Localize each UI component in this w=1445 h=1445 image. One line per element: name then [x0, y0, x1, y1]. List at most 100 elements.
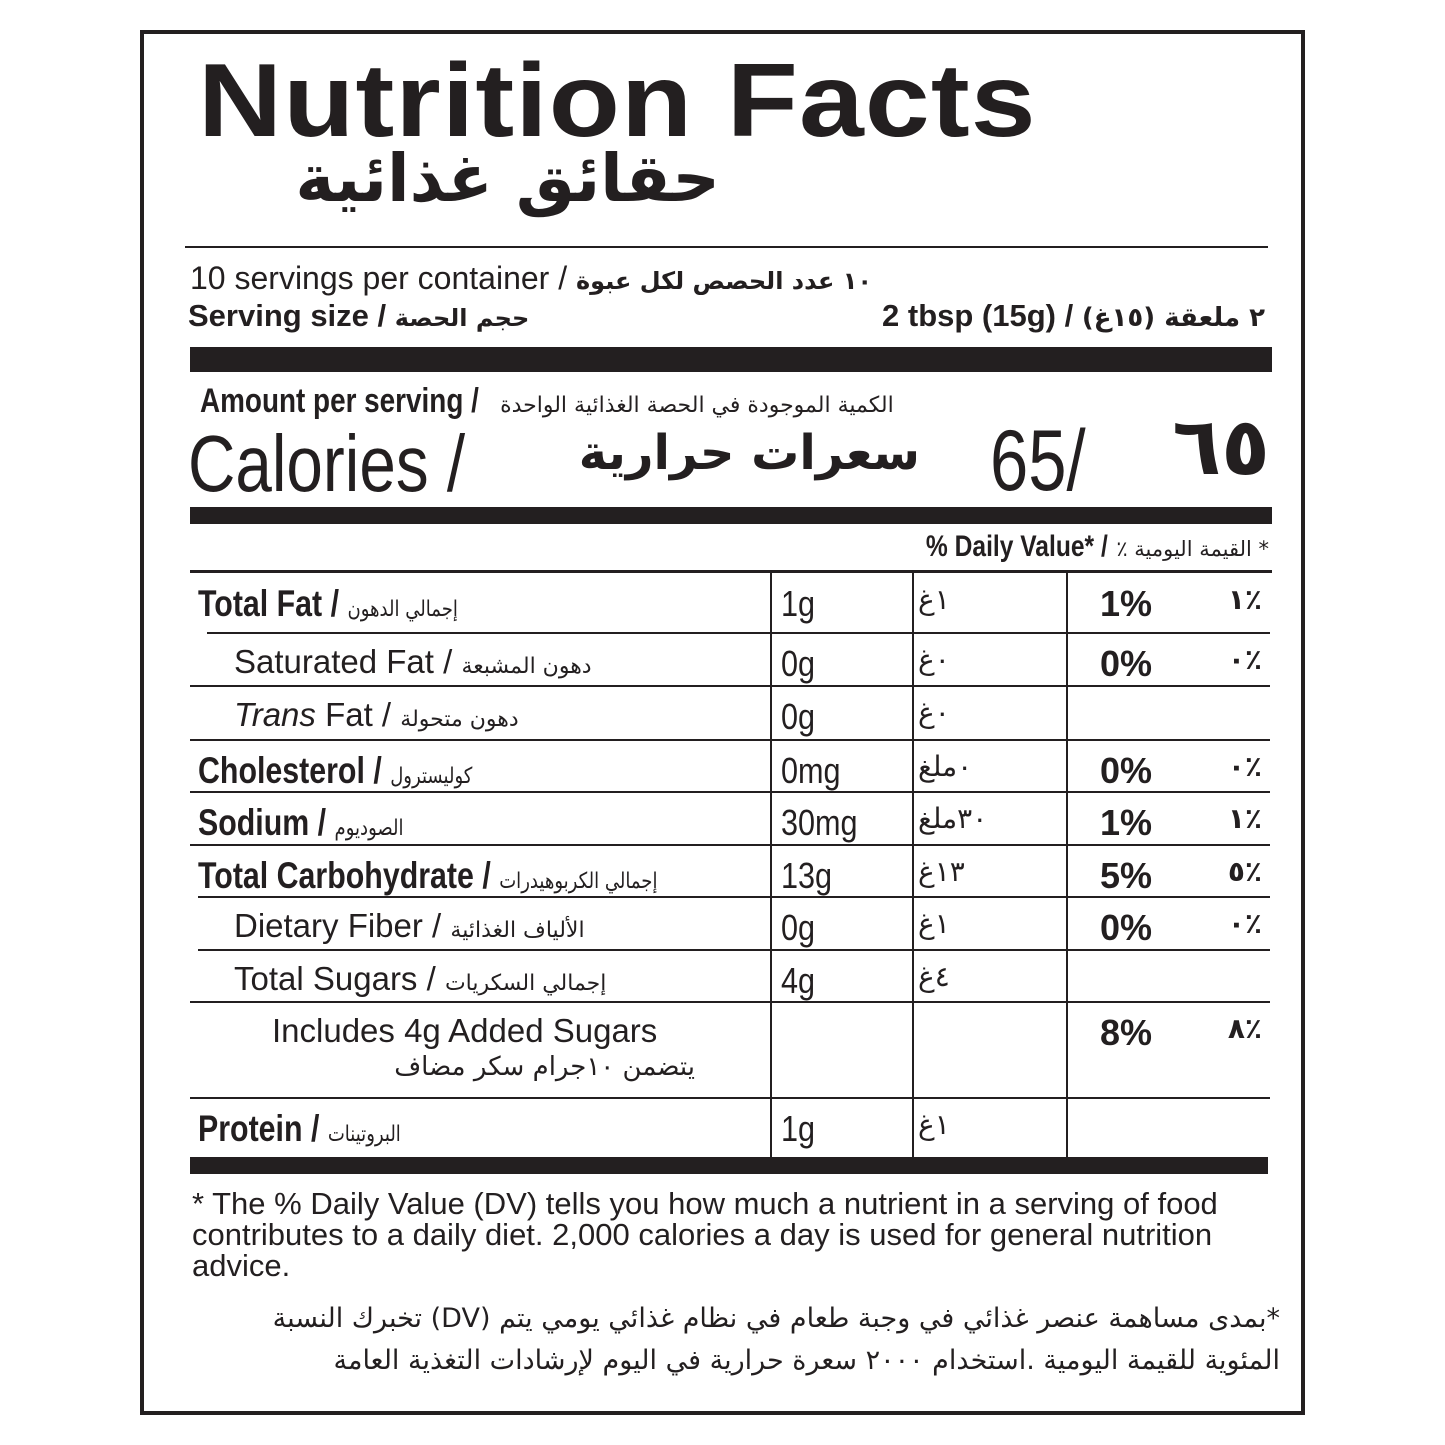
nutrient-name-en: Dietary Fiber — [234, 907, 423, 944]
separator: / — [422, 907, 451, 944]
separator: / — [364, 750, 391, 791]
nutrient-name-en: Total Carbohydrate — [198, 855, 474, 896]
nutrient-name-ar: إجمالي الدهون — [347, 597, 458, 622]
calories-value: 65/ — [990, 413, 1086, 509]
nutrient-name-en: Trans Fat — [234, 696, 373, 733]
nutrient-name: Saturated Fat / دهون المشبعة — [234, 643, 592, 681]
label-title-arabic: حقائق غذائية — [295, 140, 720, 217]
amount-en: 30mg — [781, 802, 858, 843]
amount-en: 0g — [781, 643, 816, 684]
divider — [185, 246, 1268, 248]
servings-per-container: 10 servings per container / ١٠ عدد الحصص… — [190, 260, 872, 297]
nutrient-name-ar: الصوديوم — [334, 816, 404, 841]
amount-ar: ١غ — [918, 907, 950, 940]
footnote-english: * The % Daily Value (DV) tells you how m… — [192, 1186, 1218, 1283]
amount-per-serving-ar: الكمية الموجودة في الحصة الغذائية الواحد… — [500, 393, 894, 418]
footnote-arabic: *بمدى مساهمة عنصر غذائي في وجبة طعام في … — [272, 1303, 1280, 1376]
daily-value-en: 0% — [1100, 907, 1153, 948]
separator: / — [309, 802, 335, 843]
nutrient-name: Total Carbohydrate / إجمالي الكربوهيدرات — [198, 855, 657, 897]
nutrient-name: Includes 4g Added Sugars — [272, 1012, 657, 1050]
serving-size-label: Serving size / حجم الحصة — [188, 298, 529, 334]
nutrient-name-ar: الألياف الغذائية — [450, 918, 585, 943]
nutrient-name: Total Fat / إجمالي الدهون — [198, 583, 458, 625]
daily-value-en: 1% — [1100, 583, 1153, 624]
row-divider — [190, 685, 1270, 687]
amount-en: 1g — [781, 583, 816, 624]
amount-ar: ١٣غ — [918, 855, 965, 888]
nutrient-name: Sodium / الصوديوم — [198, 802, 404, 844]
bottom-bar — [190, 1157, 1268, 1174]
nutrient-name-en: Sodium — [198, 802, 310, 843]
servings-ar: ١٠ عدد الحصص لكل عبوة — [575, 267, 872, 295]
amount-ar: ١غ — [918, 1108, 950, 1141]
daily-value-ar: ٪١ — [1227, 583, 1262, 616]
label-title: Nutrition Facts — [198, 43, 1037, 159]
amount-ar: ٣٠ملغ — [918, 802, 988, 835]
amount-en: 4g — [781, 960, 816, 1001]
amount-en: 13g — [781, 855, 833, 896]
nutrient-name: Trans Fat / دهون متحولة — [234, 696, 519, 734]
amount-ar: ٠ملغ — [918, 750, 973, 783]
servings-en: 10 servings per container — [190, 260, 550, 296]
nutrition-label-frame — [140, 30, 1305, 1415]
amount-en: 0g — [781, 696, 816, 737]
nutrient-name: Protein / البروتينات — [198, 1108, 401, 1150]
daily-value-ar: ٪٠ — [1227, 907, 1262, 940]
column-divider — [1066, 573, 1068, 1157]
nutrient-name-ar: دهون المشبعة — [461, 654, 592, 679]
nutrient-name-ar: البروتينات — [327, 1122, 401, 1147]
serving-size-value-en: 2 tbsp (15g) — [882, 298, 1056, 333]
daily-value-ar: ٪٠ — [1227, 750, 1262, 783]
separator: / — [322, 583, 348, 624]
nutrient-name: Total Sugars / إجمالي السكريات — [234, 960, 606, 998]
serving-size-value: 2 tbsp (15g) / ٢ ملعقة (١٥غ) — [882, 298, 1265, 334]
separator: / — [302, 1108, 328, 1149]
column-divider — [912, 573, 914, 1157]
daily-value-ar: ٪٠ — [1227, 643, 1262, 676]
amount-per-serving: Amount per serving / الكمية الموجودة في ا… — [200, 382, 894, 421]
column-divider — [770, 573, 772, 1157]
daily-value-ar: ٪٨ — [1227, 1012, 1262, 1045]
daily-value-ar: ٪١ — [1227, 802, 1262, 835]
calories-value-arabic: ٦٥ — [1172, 400, 1270, 493]
row-divider — [207, 632, 1270, 634]
daily-value-header-ar: ٪ القيمة اليومية * — [1116, 537, 1269, 561]
nutrient-name-ar: كوليسترول — [390, 764, 473, 789]
row-divider — [190, 844, 1270, 846]
nutrient-name-en: Saturated Fat — [234, 643, 434, 680]
row-divider — [190, 791, 1270, 793]
daily-value-en: 5% — [1100, 855, 1153, 896]
row-divider — [190, 1097, 1270, 1099]
nutrient-name-ar: يتضمن ١٠جرام سكر مضاف — [394, 1052, 695, 1082]
separator: / — [473, 855, 500, 896]
daily-value-en: 1% — [1100, 802, 1153, 843]
thick-bar — [190, 347, 1272, 372]
nutrient-name: Cholesterol / كوليسترول — [198, 750, 472, 792]
daily-value-en: 0% — [1100, 643, 1153, 684]
daily-value-header: % Daily Value* / ٪ القيمة اليومية * — [886, 530, 1269, 564]
separator: / — [433, 643, 462, 680]
amount-per-serving-en: Amount per serving / — [200, 382, 479, 420]
daily-value-header-en: % Daily Value* / — [926, 530, 1108, 563]
nutrient-name-en: Includes 4g Added Sugars — [272, 1012, 658, 1049]
row-divider — [198, 896, 1270, 898]
amount-en: 1g — [781, 1108, 816, 1149]
amount-en: 0g — [781, 907, 816, 948]
amount-ar: ٤غ — [918, 960, 950, 993]
divider — [190, 570, 1272, 573]
daily-value-ar: ٪٥ — [1227, 855, 1262, 888]
separator: / — [417, 960, 445, 997]
separator: / — [1064, 298, 1074, 333]
daily-value-en: 8% — [1100, 1012, 1153, 1053]
nutrient-name-en: Total Sugars — [234, 960, 418, 997]
serving-size-ar: حجم الحصة — [394, 304, 530, 332]
separator: / — [372, 696, 401, 733]
calories-label: Calories / — [188, 419, 466, 508]
medium-bar — [190, 507, 1272, 524]
amount-ar: ٠غ — [918, 696, 950, 729]
nutrient-name-ar: إجمالي الكربوهيدرات — [499, 869, 658, 894]
row-divider — [190, 1001, 1270, 1003]
amount-en: 0mg — [781, 750, 841, 791]
serving-size-en: Serving size / — [188, 298, 387, 333]
